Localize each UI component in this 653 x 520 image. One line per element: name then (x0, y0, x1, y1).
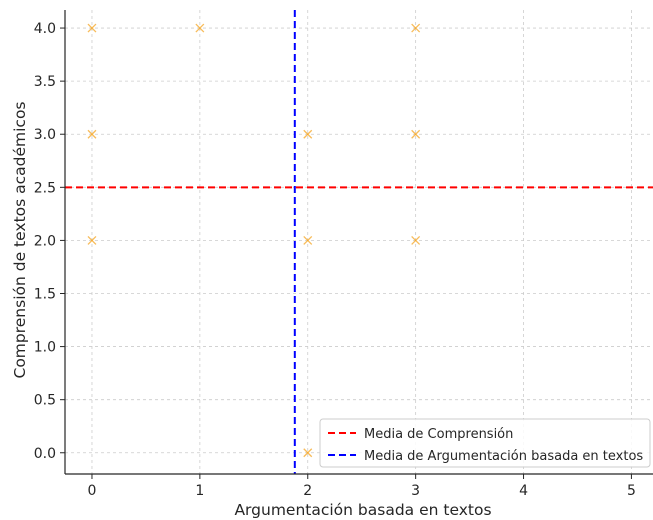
y-tick-label: 2.0 (34, 233, 56, 249)
data-point (411, 129, 421, 139)
data-point (87, 235, 97, 245)
data-point (87, 129, 97, 139)
reference-lines (65, 10, 653, 474)
y-axis-label: Comprensión de textos académicos (11, 101, 29, 378)
x-tick-label: 5 (627, 483, 636, 499)
legend-label-argumentacion: Media de Argumentación basada en textos (364, 449, 643, 464)
y-tick-label: 4.0 (34, 21, 56, 37)
y-tick-label: 1.0 (34, 340, 56, 356)
y-tick-label: 3.5 (34, 74, 56, 90)
x-tick-label: 0 (88, 483, 97, 499)
grid (65, 10, 653, 474)
data-point (411, 235, 421, 245)
data-points (87, 23, 421, 458)
legend: Media de Comprensión Media de Argumentac… (319, 418, 651, 468)
data-point (303, 129, 313, 139)
x-axis-label: Argumentación basada en textos (234, 501, 491, 519)
legend-label-comprension: Media de Comprensión (364, 427, 513, 442)
y-tick-label: 0.5 (34, 393, 56, 409)
data-point (87, 23, 97, 33)
tick-labels: 0 1 2 3 4 5 0.0 0.5 1.0 1.5 2.0 2.5 3.0 3.5 4.0 (34, 21, 636, 499)
x-tick-label: 1 (195, 483, 204, 499)
axes (60, 10, 653, 479)
y-tick-label: 1.5 (34, 286, 56, 302)
data-point (195, 23, 205, 33)
legend-box (319, 418, 651, 468)
x-tick-label: 4 (519, 483, 528, 499)
data-point (411, 23, 421, 33)
y-tick-label: 0.0 (34, 446, 56, 462)
y-tick-label: 3.0 (34, 127, 56, 143)
x-tick-label: 2 (303, 483, 312, 499)
data-point (303, 448, 313, 458)
data-point (303, 235, 313, 245)
y-tick-label: 2.5 (34, 180, 56, 196)
x-tick-label: 3 (411, 483, 420, 499)
